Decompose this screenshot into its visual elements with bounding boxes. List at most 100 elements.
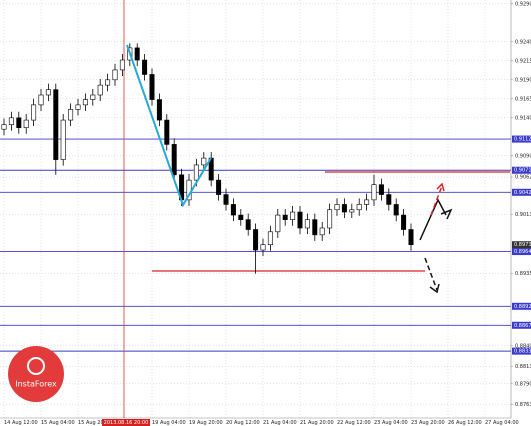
candle-body [156, 99, 162, 121]
level-box [512, 166, 531, 174]
x-tick-label: 23 Aug 04:00 [374, 420, 408, 426]
x-tick-label: 21 Aug 20:00 [300, 420, 334, 426]
level-label: 0.8964 [514, 249, 531, 255]
trend-line [126, 44, 212, 208]
candle-body [267, 231, 273, 246]
level-box [512, 135, 531, 143]
candle-body [216, 179, 222, 195]
y-tick-label: 0.9240 [515, 39, 531, 45]
y-tick-label: 0.8763 [515, 402, 531, 408]
candle-body [45, 89, 51, 96]
x-tick-label: 15 Aug 20:00 [78, 420, 112, 426]
y-tick-label: 0.9140 [515, 115, 531, 121]
candle-body [371, 184, 377, 201]
y-tick-label: 0.9062 [515, 175, 531, 181]
x-tick-label: 15 Aug 04:00 [41, 420, 75, 426]
candle-body [260, 244, 266, 251]
level-box [512, 321, 531, 329]
y-tick-label: 0.9090 [515, 153, 531, 159]
time-marker-box [102, 419, 150, 426]
candle-body [90, 94, 96, 100]
level-label: 0.8892 [514, 304, 531, 310]
level-box [512, 188, 531, 196]
y-tick-label: 0.9290 [515, 1, 531, 7]
candle-body [312, 219, 318, 236]
candle-body [208, 157, 214, 181]
level-box [512, 347, 531, 355]
candle-body [60, 119, 66, 160]
candle-body [193, 164, 199, 181]
candle-body [297, 211, 303, 229]
x-tick-label: 19 Aug 20:00 [189, 420, 223, 426]
candle-body [201, 157, 207, 166]
candle-body [119, 59, 125, 71]
y-axis-labels: 0.9290 0.9240 0.9215 0.9190 0.9165 0.9140 0.90… [511, 1, 531, 408]
candle-body [334, 204, 340, 211]
candle-body [8, 117, 14, 125]
candle-body [97, 84, 103, 96]
logo-text: InstaForex [15, 380, 57, 389]
y-tick-label: 0.9165 [515, 96, 531, 102]
arrow-head [429, 283, 440, 294]
x-tick-label: 27 Aug 04:00 [485, 420, 519, 426]
candle-body [230, 204, 236, 216]
x-tick-label: 14 Aug 12:00 [4, 420, 38, 426]
x-tick-label: 20 Aug 12:00 [226, 420, 260, 426]
candle-body [68, 109, 74, 121]
candle-body [164, 119, 170, 145]
arrow-head [440, 208, 453, 220]
candle-body [304, 219, 310, 229]
candle-body [16, 117, 22, 128]
logo-icon [27, 357, 45, 375]
y-tick-label: 0.8790 [515, 381, 531, 387]
candle-body [378, 184, 384, 195]
level-label: 0.8833 [514, 349, 531, 355]
candle-body [356, 204, 362, 211]
candle-body [408, 229, 414, 246]
candle-body [105, 79, 111, 86]
x-tick-label: 22 Aug 12:00 [337, 420, 371, 426]
candle-body [75, 104, 81, 110]
candle-body [82, 99, 88, 106]
forecast-alt [430, 185, 443, 216]
y-tick-label: 0.9190 [515, 77, 531, 83]
candle-body [1, 124, 7, 130]
candle-body [38, 94, 44, 106]
candle-body [149, 74, 155, 100]
y-tick-label: 0.9013 [515, 212, 531, 218]
y-tick-label: 0.8813 [515, 364, 531, 370]
level-box [512, 302, 531, 310]
candle-body [401, 214, 407, 230]
candle-body [112, 69, 118, 81]
candle-body [134, 47, 140, 61]
forecast-down [424, 257, 438, 291]
candles [1, 43, 414, 274]
level-label: 0.9071 [514, 168, 531, 174]
forecast-up [419, 198, 447, 241]
y-tick-label: 0.8840 [515, 343, 531, 349]
candle-body [386, 194, 392, 205]
candle-body [393, 204, 399, 216]
x-tick-label: 26 Aug 12:00 [448, 420, 482, 426]
x-tick-label: 19 Aug 04:00 [152, 420, 186, 426]
candle-body [349, 209, 355, 213]
arrow-head [436, 182, 445, 192]
candle-body [223, 194, 229, 205]
time-marker-label: 2013.08.16 20:00 [104, 420, 149, 426]
logo: InstaForex [8, 346, 64, 402]
y-tick-label: 0.9215 [515, 58, 531, 64]
level-label: 0.8867 [514, 323, 531, 329]
candle-body [341, 204, 347, 213]
level-label: 0.9112 [514, 137, 531, 143]
x-tick-label: 23 Aug 20:00 [411, 420, 445, 426]
candle-body [171, 144, 177, 176]
candle-body [142, 59, 148, 75]
x-tick-label: 21 Aug 04:00 [263, 420, 297, 426]
candle-body [23, 119, 29, 128]
candle-body [31, 104, 37, 121]
candle-body [245, 219, 251, 230]
candle-body [290, 211, 296, 220]
candle-body [253, 229, 259, 251]
